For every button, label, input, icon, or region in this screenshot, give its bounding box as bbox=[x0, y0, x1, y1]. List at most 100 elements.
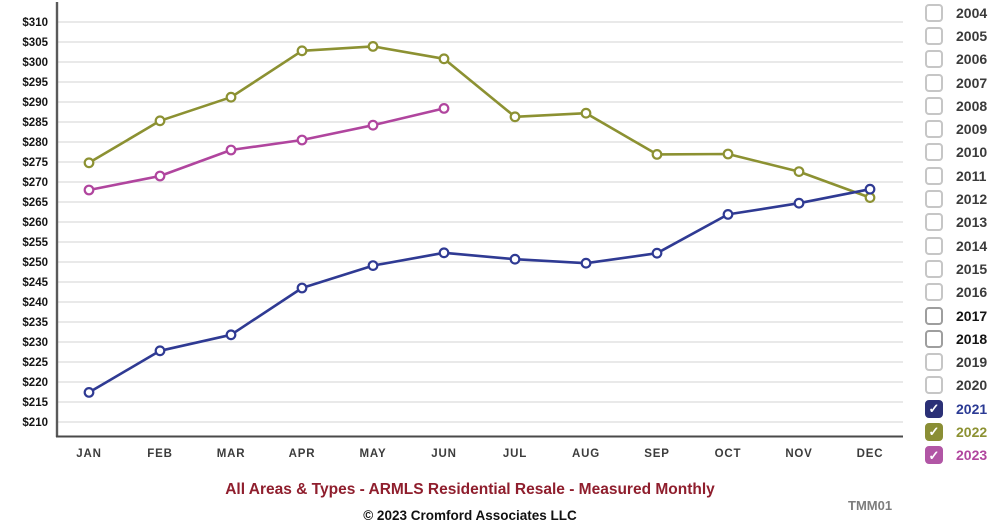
legend-checkbox-2016[interactable] bbox=[925, 283, 943, 302]
svg-text:$305: $305 bbox=[22, 37, 48, 49]
legend-year-label: 2014 bbox=[956, 237, 988, 254]
chart-code: TMM01 bbox=[848, 498, 893, 513]
data-point-2021-JUL bbox=[509, 253, 521, 265]
legend-checkbox-2015[interactable] bbox=[925, 259, 943, 278]
legend-item-2016[interactable]: 2016 bbox=[925, 281, 995, 304]
legend-checkbox-2007[interactable] bbox=[925, 73, 943, 92]
legend-checkbox-2008[interactable] bbox=[925, 96, 943, 115]
svg-text:JUN: JUN bbox=[431, 448, 456, 460]
svg-text:FEB: FEB bbox=[147, 448, 172, 460]
legend-checkbox-2017[interactable] bbox=[925, 306, 943, 325]
legend-checkbox-2023[interactable]: ✓ bbox=[925, 446, 943, 465]
legend-year-label: 2016 bbox=[956, 284, 988, 301]
legend-checkbox-2021[interactable]: ✓ bbox=[925, 399, 943, 418]
data-point-2022-MAY bbox=[367, 41, 379, 52]
legend-checkbox-2006[interactable] bbox=[925, 50, 943, 69]
legend-checkbox-2005[interactable] bbox=[925, 26, 943, 45]
legend-item-2010[interactable]: 2010 bbox=[925, 141, 995, 164]
svg-text:JAN: JAN bbox=[76, 448, 101, 460]
legend-year-label: 2010 bbox=[956, 144, 988, 161]
legend-year-label: 2015 bbox=[956, 260, 988, 277]
legend-item-2004[interactable]: 2004 bbox=[925, 1, 995, 24]
data-point-2022-JAN bbox=[83, 157, 95, 169]
series-line-2022 bbox=[87, 45, 872, 199]
year-legend: 2004 2005 2006 2007 2008 2009 2010 2011 2012 2013… bbox=[925, 1, 995, 467]
legend-year-label: 2006 bbox=[956, 51, 988, 68]
data-point-2021-OCT bbox=[722, 208, 734, 220]
checkmark-icon: ✓ bbox=[928, 447, 940, 463]
legend-item-2015[interactable]: 2015 bbox=[925, 257, 995, 280]
legend-year-label: 2020 bbox=[956, 377, 988, 394]
legend-checkbox-2014[interactable] bbox=[925, 236, 943, 255]
svg-text:$240: $240 bbox=[22, 297, 48, 309]
svg-text:SEP: SEP bbox=[644, 448, 669, 460]
data-point-2023-JUN bbox=[438, 102, 450, 114]
legend-year-label: 2023 bbox=[956, 447, 988, 464]
legend-item-2019[interactable]: 2019 bbox=[925, 350, 995, 373]
legend-year-label: 2022 bbox=[956, 423, 988, 440]
svg-text:OCT: OCT bbox=[715, 448, 742, 460]
data-point-2021-JAN bbox=[83, 387, 95, 398]
svg-text:$235: $235 bbox=[22, 317, 48, 329]
legend-item-2008[interactable]: 2008 bbox=[925, 94, 995, 117]
legend-year-label: 2008 bbox=[956, 97, 988, 114]
legend-year-label: 2013 bbox=[956, 214, 988, 231]
legend-item-2023[interactable]: ✓ 2023 bbox=[925, 444, 995, 467]
svg-text:JUL: JUL bbox=[503, 448, 527, 460]
data-point-2023-JAN bbox=[83, 184, 95, 196]
data-point-2021-MAR bbox=[225, 329, 237, 341]
data-point-2022-OCT bbox=[722, 148, 734, 160]
legend-checkbox-2018[interactable] bbox=[925, 329, 943, 348]
legend-item-2021[interactable]: ✓ 2021 bbox=[925, 397, 995, 420]
legend-item-2011[interactable]: 2011 bbox=[925, 164, 995, 187]
legend-year-label: 2019 bbox=[956, 354, 988, 371]
svg-text:$285: $285 bbox=[22, 117, 48, 129]
data-point-2022-JUL bbox=[509, 111, 521, 123]
data-point-2021-JUN bbox=[438, 247, 450, 259]
legend-item-2006[interactable]: 2006 bbox=[925, 48, 995, 71]
legend-item-2005[interactable]: 2005 bbox=[925, 24, 995, 47]
legend-item-2013[interactable]: 2013 bbox=[925, 211, 995, 234]
svg-text:$280: $280 bbox=[22, 137, 48, 149]
legend-checkbox-2009[interactable] bbox=[925, 120, 943, 139]
series-2021 bbox=[83, 183, 876, 398]
svg-text:$275: $275 bbox=[22, 157, 48, 169]
svg-text:$290: $290 bbox=[22, 97, 48, 109]
legend-year-label: 2007 bbox=[956, 74, 988, 91]
data-point-2021-FEB bbox=[154, 345, 166, 357]
legend-checkbox-2012[interactable] bbox=[925, 190, 943, 209]
svg-text:$225: $225 bbox=[22, 357, 48, 369]
data-point-2021-DEC bbox=[864, 183, 876, 195]
legend-item-2020[interactable]: 2020 bbox=[925, 374, 995, 397]
svg-text:$210: $210 bbox=[22, 417, 48, 429]
data-point-2021-APR bbox=[296, 282, 308, 294]
copyright-text: © 2023 Cromford Associates LLC bbox=[363, 508, 577, 523]
legend-item-2014[interactable]: 2014 bbox=[925, 234, 995, 257]
legend-item-2022[interactable]: ✓ 2022 bbox=[925, 420, 995, 443]
legend-checkbox-2019[interactable] bbox=[925, 353, 943, 372]
legend-checkbox-2010[interactable] bbox=[925, 143, 943, 162]
data-point-2022-JUN bbox=[438, 53, 450, 65]
svg-text:$220: $220 bbox=[22, 377, 48, 389]
legend-checkbox-2013[interactable] bbox=[925, 213, 943, 232]
legend-checkbox-2020[interactable] bbox=[925, 376, 943, 395]
data-point-2022-FEB bbox=[154, 115, 166, 127]
x-axis-labels: JAN FEB MAR APR MAY JUN JUL AUG SEP OCT NOV DEC bbox=[76, 448, 882, 460]
legend-item-2018[interactable]: 2018 bbox=[925, 327, 995, 350]
gridlines bbox=[58, 21, 903, 423]
data-point-2022-MAR bbox=[225, 91, 237, 103]
series-2023 bbox=[83, 102, 450, 196]
legend-item-2007[interactable]: 2007 bbox=[925, 71, 995, 94]
legend-item-2017[interactable]: 2017 bbox=[925, 304, 995, 327]
svg-text:$260: $260 bbox=[22, 217, 48, 229]
legend-checkbox-2011[interactable] bbox=[925, 166, 943, 185]
data-point-2023-MAR bbox=[225, 144, 237, 156]
legend-item-2012[interactable]: 2012 bbox=[925, 187, 995, 210]
legend-checkbox-2004[interactable] bbox=[925, 3, 943, 22]
legend-checkbox-2022[interactable]: ✓ bbox=[925, 422, 943, 441]
data-point-2023-FEB bbox=[154, 170, 166, 182]
chart-title: All Areas & Types - ARMLS Residential Re… bbox=[225, 481, 715, 498]
legend-item-2009[interactable]: 2009 bbox=[925, 117, 995, 140]
checkmark-icon: ✓ bbox=[928, 424, 940, 440]
